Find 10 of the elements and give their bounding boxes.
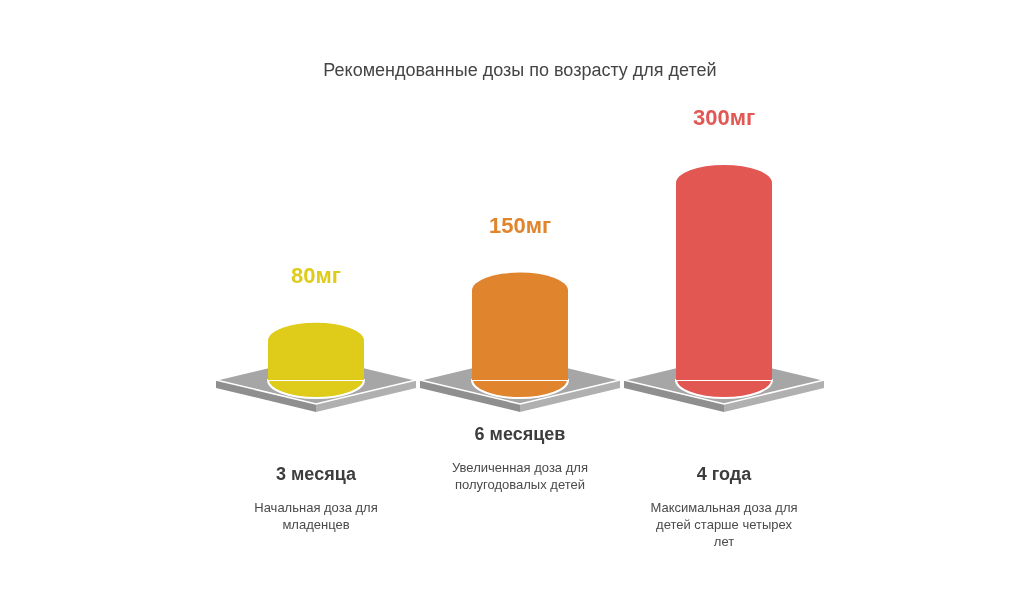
text: Максимальная доза для детей старше четырех лет [650, 500, 798, 549]
data-label: 150мг [488, 212, 552, 238]
x-tick-label: 4 года [696, 464, 753, 484]
chart-title: Рекомендованные дозы по возрасту для детей [323, 60, 717, 80]
text: Начальная доза для младенцев [254, 500, 378, 532]
text: Увеличенная доза для полугодовалых детей [452, 460, 588, 492]
x-tick-label: 3 месяца [276, 464, 357, 484]
data-label: 80мг [291, 262, 341, 288]
data-label: 300мг [692, 105, 756, 130]
x-tick-label: 6 месяцев [474, 424, 566, 444]
